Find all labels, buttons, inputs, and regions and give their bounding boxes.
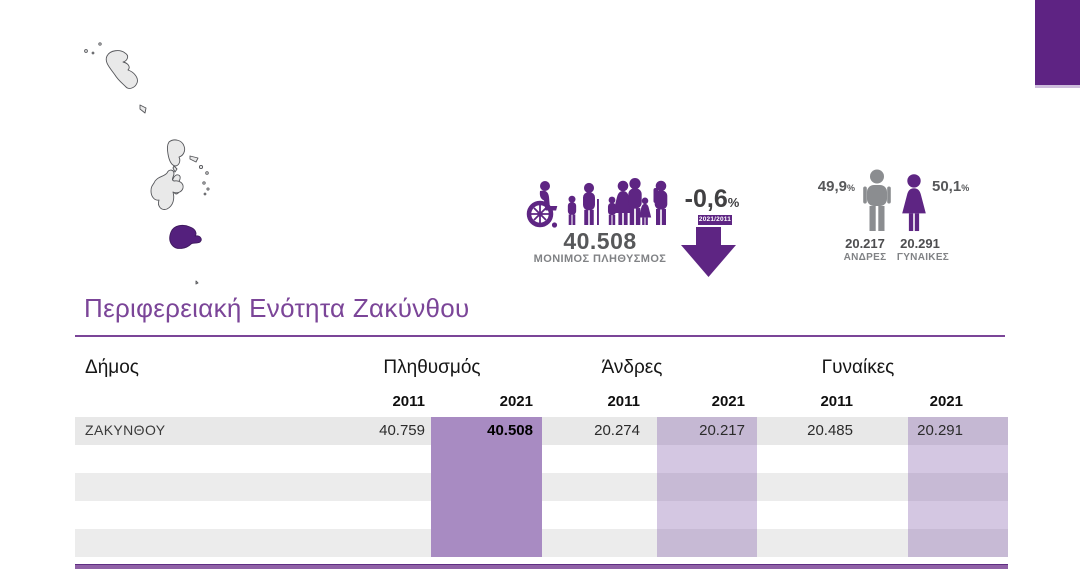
year-header-population-2021: 2021 xyxy=(499,393,533,410)
island-paxi xyxy=(139,104,147,114)
change-percent-sign: % xyxy=(727,195,740,210)
corner-accent-strip xyxy=(1035,85,1080,88)
island-corfu xyxy=(105,50,138,89)
islet-dot xyxy=(206,187,210,191)
females-percent: 50,1% xyxy=(932,178,994,195)
islet-dot xyxy=(84,49,88,53)
municipality-table: Δήμος Πληθυσμός Άνδρες Γυναίκες 2011 202… xyxy=(75,345,1008,573)
islet xyxy=(172,165,178,173)
males-label: ΑΝΔΡΕΣ xyxy=(843,252,887,263)
islet-dot xyxy=(203,192,207,196)
highlight-column-males-2021 xyxy=(657,417,757,557)
highlight-column-females-2021 xyxy=(908,417,1008,557)
male-figure-icon xyxy=(863,169,891,231)
column-group-females: Γυναίκες xyxy=(821,357,895,378)
cane-icon xyxy=(597,199,599,225)
islet-dot xyxy=(98,42,102,46)
island-lefkada xyxy=(166,139,186,167)
decrease-arrow-icon xyxy=(681,227,736,277)
males-count: 20.217 xyxy=(845,236,885,251)
corner-accent-block xyxy=(1035,0,1080,85)
population-change-value: -0,6% xyxy=(664,185,760,214)
table-bottom-border xyxy=(75,564,1008,569)
year-header-females-2021: 2021 xyxy=(929,393,963,410)
column-group-males: Άνδρες xyxy=(601,357,663,378)
males-percent: 49,9% xyxy=(793,178,855,195)
female-figure-icon xyxy=(902,174,926,232)
females-percent-sign: % xyxy=(961,183,970,193)
islet-south xyxy=(195,280,199,285)
child-icon xyxy=(567,195,577,225)
wheelchair-user-icon xyxy=(526,181,558,228)
males-percent-number: 49,9 xyxy=(817,178,847,195)
change-number: -0,6 xyxy=(684,185,728,213)
title-underline xyxy=(75,335,1005,337)
year-header-males-2011: 2011 xyxy=(607,393,640,410)
females-percent-number: 50,1 xyxy=(932,178,962,195)
islet-dot xyxy=(202,181,206,185)
cell-males-2021: 20.217 xyxy=(699,422,745,439)
year-header-females-2011: 2011 xyxy=(820,393,853,410)
cell-municipality: ΖΑΚΥΝΘΟΥ xyxy=(85,422,166,438)
elderly-person-icon xyxy=(583,182,595,225)
change-period-badge: 2021/2011 xyxy=(698,215,732,225)
island-kefalonia xyxy=(150,169,184,210)
females-count: 20.291 xyxy=(900,236,940,251)
total-population-value: 40.508 xyxy=(563,228,637,254)
total-population-label: ΜΟΝΙΜΟΣ ΠΛΗΘΥΣΜΟΣ xyxy=(533,253,667,265)
year-header-population-2011: 2011 xyxy=(392,393,425,410)
highlight-column-population-2021 xyxy=(431,417,542,557)
adult-man-icon xyxy=(628,178,642,225)
islet-dot xyxy=(205,171,209,175)
females-label: ΓΥΝΑΙΚΕΣ xyxy=(896,252,950,263)
island-zakynthos-highlighted xyxy=(169,224,202,249)
page-title: Περιφερειακή Ενότητα Ζακύνθου xyxy=(84,293,470,323)
year-header-males-2021: 2021 xyxy=(711,393,745,410)
cell-population-2021: 40.508 xyxy=(487,422,533,439)
island-meganisi xyxy=(189,155,199,163)
column-group-population: Πληθυσμός xyxy=(383,357,481,378)
family-pictogram-icon xyxy=(526,178,668,228)
cell-population-2011: 40.759 xyxy=(379,422,425,439)
cell-males-2011: 20.274 xyxy=(594,422,640,439)
males-percent-sign: % xyxy=(846,183,855,193)
column-header-municipality: Δήμος xyxy=(85,357,139,378)
ionian-islands-map-icon xyxy=(84,42,210,285)
islet-dot xyxy=(198,164,204,170)
cell-females-2021: 20.291 xyxy=(917,422,963,439)
cell-females-2011: 20.485 xyxy=(807,422,853,439)
islet-dot xyxy=(91,51,95,55)
